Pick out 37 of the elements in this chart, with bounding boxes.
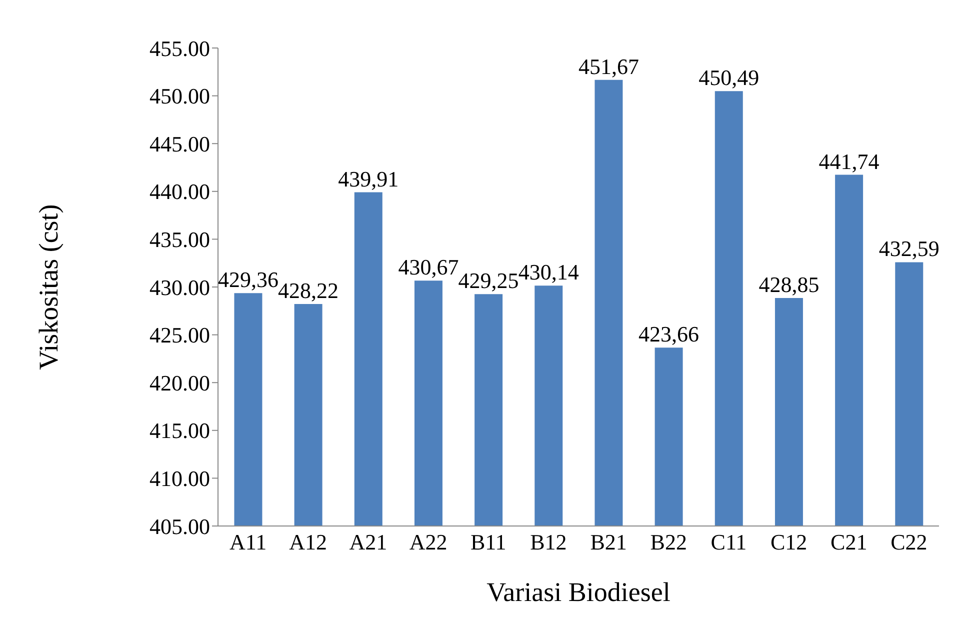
data-label: 429,25 (458, 268, 519, 294)
data-label: 428,85 (758, 272, 820, 297)
y-tick-label: 405.00 (150, 514, 210, 539)
data-label: 439,91 (338, 166, 399, 192)
data-label: 423,66 (638, 322, 700, 347)
x-tick-label: A11 (230, 530, 267, 555)
x-tick-label: C21 (830, 530, 868, 555)
data-label: 441,74 (818, 148, 880, 174)
data-label: 429,36 (218, 267, 278, 292)
x-tick-label: C11 (710, 530, 747, 555)
data-label: 451,67 (578, 54, 639, 79)
data-label: 428,22 (278, 278, 339, 304)
x-tick-label: B21 (590, 530, 627, 555)
y-tick-label: 445.00 (150, 131, 210, 156)
x-tick-label: B11 (470, 530, 506, 555)
x-axis-title: Variasi Biodiesel (486, 577, 670, 607)
y-axis-title: Viskositas (cst) (34, 204, 64, 370)
y-tick-label: 425.00 (150, 322, 210, 348)
x-tick-label: A22 (409, 530, 448, 555)
y-tick-label: 430.00 (150, 274, 210, 300)
data-label: 450,49 (698, 65, 760, 90)
y-tick-label: 420.00 (150, 370, 210, 396)
data-label: 432,59 (878, 236, 940, 262)
y-tick-label: 450.00 (150, 84, 210, 109)
y-tick-label: 440.00 (150, 179, 210, 204)
x-tick-label: B22 (650, 530, 687, 555)
data-label: 430,14 (518, 260, 579, 285)
x-tick-label: C12 (770, 530, 808, 555)
data-label: 430,67 (398, 254, 459, 280)
x-tick-label: A12 (289, 530, 328, 555)
y-tick-label: 415.00 (150, 418, 210, 444)
y-tick-label: 455.00 (150, 36, 210, 61)
x-tick-label: B12 (530, 530, 567, 555)
x-tick-label: A21 (349, 530, 388, 555)
y-tick-label: 435.00 (150, 227, 210, 252)
y-tick-label: 410.00 (150, 466, 210, 492)
x-tick-label: C22 (890, 530, 928, 555)
